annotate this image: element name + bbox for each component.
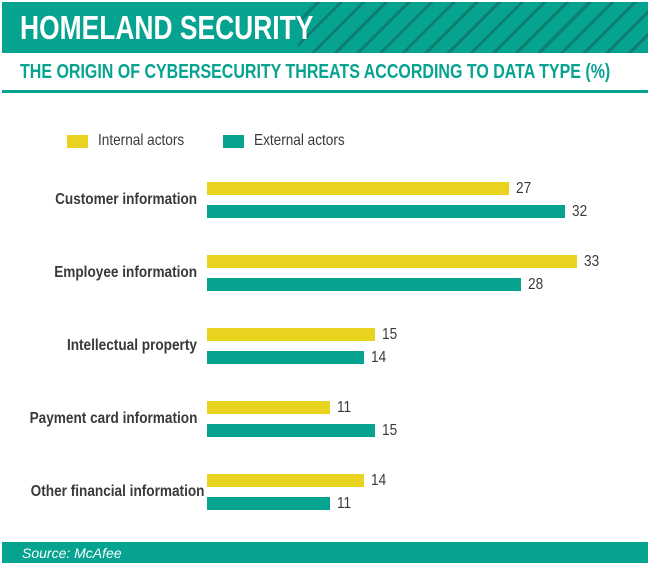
bar-internal bbox=[207, 328, 375, 341]
bar-row-internal: 15 bbox=[207, 325, 650, 343]
bar-group-intellectual-property: Intellectual property 15 14 bbox=[0, 325, 650, 366]
bar-pair: 14 11 bbox=[207, 471, 650, 512]
bar-group-employee-information: Employee information 33 28 bbox=[0, 252, 650, 293]
page-title-text: HOMELAND SECURITY bbox=[20, 8, 314, 46]
bar-value-internal: 33 bbox=[584, 252, 600, 270]
bar-value-internal: 15 bbox=[382, 325, 398, 343]
page-title: HOMELAND SECURITY bbox=[2, 9, 387, 47]
bar-row-external: 28 bbox=[207, 275, 650, 293]
bar-pair: 33 28 bbox=[207, 252, 650, 293]
bar-row-internal: 14 bbox=[207, 471, 650, 489]
bar-chart: Customer information 27 32 Employee info… bbox=[0, 179, 650, 512]
divider-line bbox=[2, 90, 648, 93]
bar-row-external: 14 bbox=[207, 348, 650, 366]
bar-external bbox=[207, 351, 364, 364]
diagonal-stripes-decoration bbox=[298, 2, 648, 53]
bar-row-internal: 27 bbox=[207, 179, 650, 197]
bar-row-external: 32 bbox=[207, 202, 650, 220]
bar-external bbox=[207, 497, 330, 510]
bar-external bbox=[207, 424, 375, 437]
legend-swatch-external bbox=[223, 134, 245, 148]
legend-item-external: External actors bbox=[223, 132, 361, 150]
bar-group-other-financial-information: Other financial information 14 11 bbox=[0, 471, 650, 512]
legend-label-external: External actors bbox=[254, 132, 346, 149]
bar-pair: 27 32 bbox=[207, 179, 650, 220]
bar-pair: 15 14 bbox=[207, 325, 650, 366]
bar-internal bbox=[207, 255, 577, 268]
bar-external bbox=[207, 205, 565, 218]
chart-subtitle: THE ORIGIN OF CYBERSECURITY THREATS ACCO… bbox=[20, 58, 650, 86]
bar-value-external: 14 bbox=[371, 348, 387, 366]
bar-value-external: 32 bbox=[572, 202, 588, 220]
category-label: Intellectual property bbox=[67, 337, 197, 354]
bar-value-external: 28 bbox=[528, 275, 544, 293]
bar-external bbox=[207, 278, 521, 291]
bar-row-external: 11 bbox=[207, 494, 650, 512]
legend-label-internal: Internal actors bbox=[98, 132, 185, 149]
bar-value-internal: 11 bbox=[337, 398, 352, 416]
category-label: Other financial information bbox=[30, 483, 205, 500]
header-band: HOMELAND SECURITY bbox=[2, 2, 648, 53]
bar-group-payment-card-information: Payment card information 11 15 bbox=[0, 398, 650, 439]
legend-swatch-internal bbox=[67, 134, 88, 148]
bar-group-customer-information: Customer information 27 32 bbox=[0, 179, 650, 220]
bar-pair: 11 15 bbox=[207, 398, 650, 439]
source-band: Source: McAfee bbox=[2, 542, 648, 563]
bar-internal bbox=[207, 474, 364, 487]
chart-subtitle-text: THE ORIGIN OF CYBERSECURITY THREATS ACCO… bbox=[20, 60, 611, 83]
legend: Internal actors External actors bbox=[67, 132, 361, 150]
legend-item-internal: Internal actors bbox=[67, 132, 199, 150]
category-label: Employee information bbox=[54, 264, 197, 281]
category-label: Customer information bbox=[54, 191, 197, 208]
bar-row-internal: 11 bbox=[207, 398, 650, 416]
bar-row-internal: 33 bbox=[207, 252, 650, 270]
bar-value-internal: 14 bbox=[371, 471, 387, 489]
bar-value-internal: 27 bbox=[516, 179, 532, 197]
category-label: Payment card information bbox=[29, 410, 198, 427]
source-text: Source: McAfee bbox=[22, 544, 122, 561]
bar-value-external: 11 bbox=[337, 494, 352, 512]
bar-value-external: 15 bbox=[382, 421, 398, 439]
bar-internal bbox=[207, 401, 330, 414]
bar-internal bbox=[207, 182, 509, 195]
bar-row-external: 15 bbox=[207, 421, 650, 439]
